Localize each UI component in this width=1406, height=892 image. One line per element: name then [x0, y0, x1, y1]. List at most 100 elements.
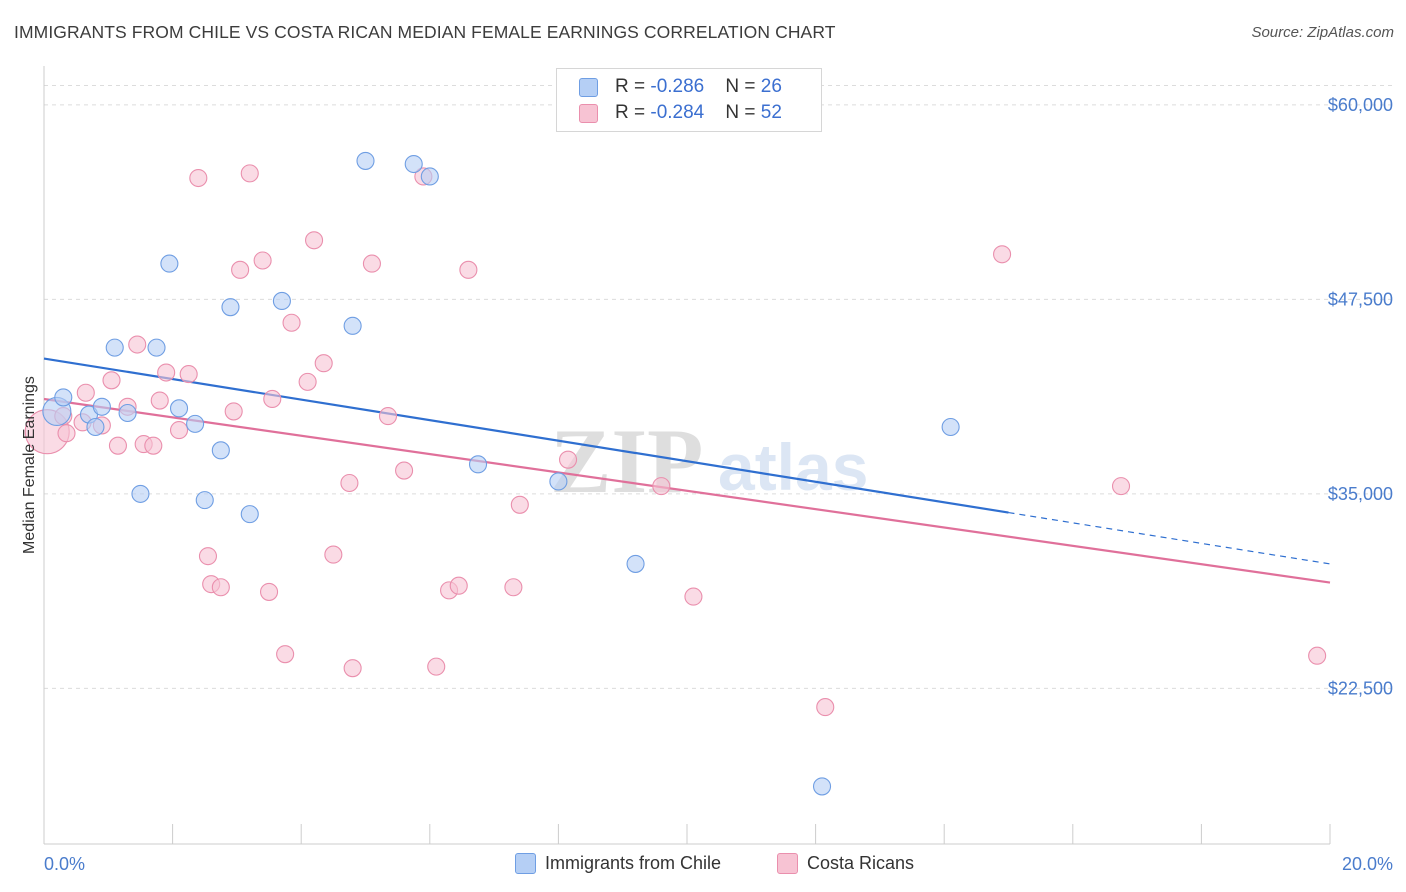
data-point-costa [510, 495, 529, 514]
data-point-costa [189, 168, 208, 188]
legend-r-value: -0.284 [650, 102, 705, 123]
data-point-chile [272, 291, 291, 311]
data-point-costa [816, 698, 835, 717]
data-point-costa [231, 260, 250, 279]
watermark: ZIP atlas [550, 410, 868, 512]
data-point-costa [343, 659, 362, 678]
data-point-costa [504, 578, 523, 597]
legend-swatch-chile [579, 78, 598, 97]
bottom-legend-label-chile: Immigrants from Chile [545, 853, 722, 873]
data-point-costa [282, 313, 301, 332]
data-point-costa [276, 645, 295, 664]
axis-labels: $22,500 $35,000 $47,500 $60,000 0.0% 20.0% Med… [21, 95, 1393, 874]
data-point-costa [1111, 477, 1131, 496]
data-point-costa [179, 365, 198, 384]
data-point-chile [54, 388, 73, 407]
data-point-chile [240, 505, 259, 524]
data-point-chile [941, 417, 960, 437]
axes [43, 66, 1331, 845]
data-point-costa [324, 545, 343, 564]
data-point-costa [305, 231, 324, 250]
trend-line-chile [43, 357, 1009, 514]
data-point-costa [395, 461, 414, 480]
data-point-chile [221, 298, 240, 317]
data-point-chile [160, 254, 179, 273]
data-point-chile [468, 455, 488, 474]
data-point-costa [298, 372, 317, 391]
data-point-costa [652, 477, 671, 496]
data-point-chile [356, 151, 375, 170]
data-point-costa [259, 582, 279, 601]
data-point-costa [108, 436, 127, 455]
data-point-costa [684, 587, 703, 606]
data-point-costa [128, 335, 147, 354]
legend-n-label: N = [725, 76, 761, 97]
legend-r-value: -0.286 [650, 76, 705, 97]
data-point-chile [105, 338, 124, 357]
y-tick-label: $35,000 [1328, 484, 1393, 504]
legend-n-label: N = [725, 102, 761, 123]
bottom-legend-label-costa: Costa Ricans [807, 853, 915, 873]
data-point-costa [314, 354, 333, 373]
data-point-costa [362, 254, 381, 273]
x-tick-label: 20.0% [1342, 854, 1393, 874]
data-point-costa [198, 547, 218, 566]
data-point-costa [240, 164, 259, 183]
data-point-costa [1308, 646, 1327, 665]
data-point-costa [157, 363, 176, 382]
data-point-costa [169, 421, 189, 440]
data-point-chile [343, 316, 362, 335]
y-tick-label: $60,000 [1328, 95, 1393, 115]
trend-line-costa [43, 397, 1331, 584]
chart-title: IMMIGRANTS FROM CHILE VS COSTA RICAN MED… [14, 22, 836, 42]
data-point-costa [378, 407, 398, 426]
data-point-costa [57, 424, 76, 443]
legend-n-value: 26 [760, 76, 782, 97]
data-point-chile [131, 484, 150, 503]
data-point-chile [420, 167, 439, 186]
data-point-chile [626, 554, 645, 573]
data-point-costa [102, 371, 121, 390]
data-point-chile [147, 338, 166, 357]
y-axis-title: Median Female Earnings [21, 376, 38, 554]
data-point-chile [92, 397, 111, 416]
data-point-costa [211, 578, 230, 597]
data-point-costa [340, 473, 359, 493]
data-point-costa [449, 576, 468, 595]
data-point-chile [211, 441, 230, 460]
data-point-costa [263, 389, 282, 409]
data-point-costa [427, 657, 446, 676]
data-point-chile [195, 491, 214, 510]
trend-line-extension-chile [1008, 511, 1331, 565]
data-point-costa [144, 436, 163, 455]
data-point-chile [169, 399, 189, 418]
y-tick-label: $22,500 [1328, 678, 1393, 698]
bottom-legend-swatch-costa [777, 853, 798, 874]
legend-swatch-costa [579, 104, 598, 123]
x-tick-label: 0.0% [44, 854, 85, 874]
legend-r-label: R = [615, 76, 651, 97]
trend-lines [43, 357, 1331, 584]
watermark-atlas: atlas [718, 430, 868, 504]
data-point-chile [549, 472, 568, 491]
data-point-chile [812, 777, 832, 796]
data-point-costa [558, 450, 578, 469]
data-point-chile [186, 414, 205, 433]
data-point-costa [150, 391, 169, 410]
correlation-legend: R = -0.286 N = 26 R = -0.284 N = 52 [556, 68, 822, 132]
data-point-chile [86, 417, 105, 437]
legend-r-label: R = [615, 102, 651, 123]
chart-source: Source: ZipAtlas.com [1251, 24, 1394, 41]
data-point-costa [224, 402, 243, 421]
data-points [24, 151, 1327, 796]
data-point-chile [118, 403, 137, 423]
data-point-costa [76, 383, 95, 402]
data-point-costa [993, 245, 1012, 264]
data-point-costa [253, 251, 272, 270]
data-point-costa [459, 260, 478, 279]
data-point-chile [404, 154, 423, 174]
bottom-legend-swatch-chile [515, 853, 536, 874]
y-tick-label: $47,500 [1328, 289, 1393, 309]
legend-n-value: 52 [760, 102, 782, 123]
